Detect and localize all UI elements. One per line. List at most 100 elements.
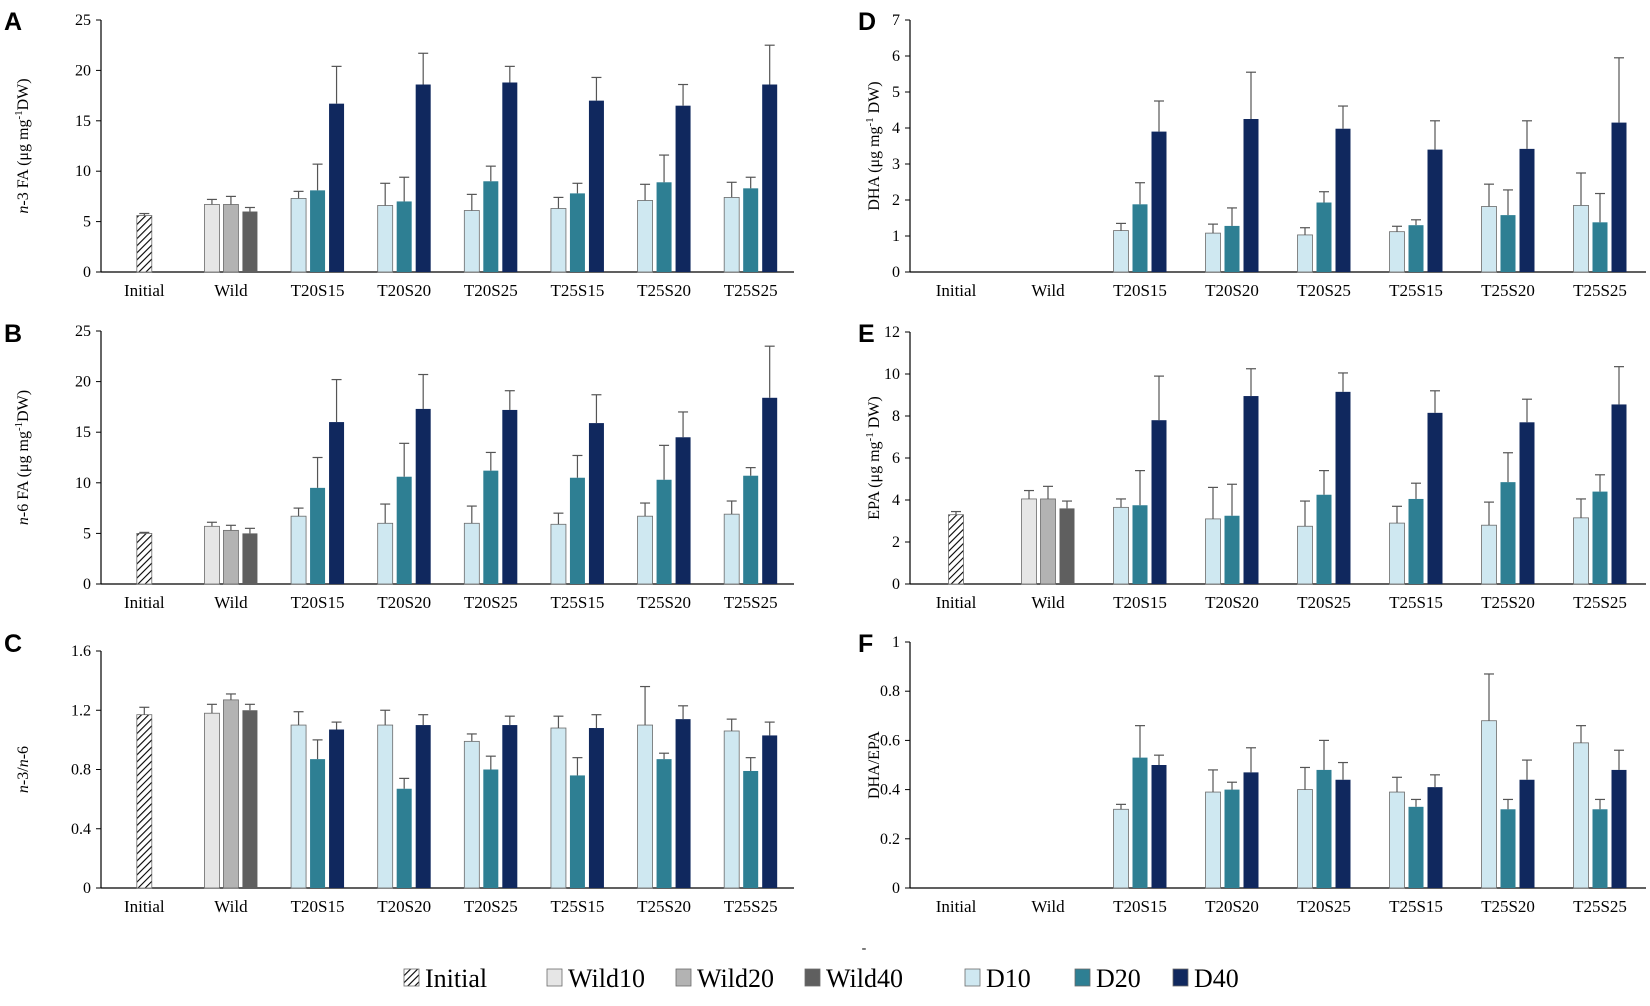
bar-t25s25-d40: [1611, 404, 1627, 584]
y-tick-label: 7: [892, 12, 900, 29]
legend-item-wild10: Wild10: [546, 964, 645, 993]
category-label: Wild: [1031, 593, 1065, 612]
bar-t20s25-d40: [1335, 128, 1351, 272]
bar-t20s25-d10: [1297, 789, 1313, 889]
bar-wild-wild40: [242, 211, 258, 272]
bar-t25s25-d40: [1611, 122, 1627, 272]
panel-label-d: D: [858, 8, 876, 36]
bar-t20s15-d20: [1132, 505, 1148, 584]
bar-t20s25-d20: [483, 769, 499, 888]
bar-t20s20-d40: [415, 84, 431, 273]
category-label: T25S20: [637, 593, 691, 612]
panel-label-f: F: [858, 630, 873, 658]
bar-t25s15-d20: [569, 477, 585, 584]
category-label: Wild: [1031, 281, 1065, 300]
y-axis-label: DHA/EPA: [866, 731, 883, 799]
y-tick-label: 2: [892, 192, 900, 209]
category-label: T25S25: [1573, 897, 1627, 916]
bar-t25s15-d10: [1389, 522, 1405, 585]
bar-t20s25-d20: [1316, 769, 1332, 888]
legend: Initial Wild10 Wild20 Wild40 D10 D20 D40: [403, 964, 1239, 993]
category-label: Initial: [124, 593, 165, 612]
legend-item-d10: D10: [964, 964, 1031, 993]
legend-label: D10: [986, 964, 1031, 993]
category-label: T20S20: [1205, 897, 1259, 916]
bar-t20s20-d20: [1224, 225, 1240, 272]
category-label: T20S25: [1297, 281, 1351, 300]
bar-t20s15-d40: [329, 729, 345, 888]
bar-t25s15-d20: [569, 193, 585, 272]
bar-t20s15-d10: [1113, 808, 1129, 889]
legend-swatch: [804, 968, 821, 987]
legend-swatch: [546, 968, 563, 987]
category-label: T25S15: [551, 897, 605, 916]
category-label: T20S25: [1297, 593, 1351, 612]
panel-e: E 0 2 4 6 8 10 12 EPA (μg mg-1 DW) Initial Wild T20…: [858, 320, 1646, 612]
bar-t20s20-d20: [396, 476, 412, 584]
bar-t25s20-d10: [637, 515, 653, 585]
y-tick-label: 0.4: [880, 782, 900, 799]
bar-t20s20-d40: [1243, 119, 1259, 272]
bar-t25s20-d20: [656, 759, 672, 888]
bar-t20s25-d10: [1297, 234, 1313, 273]
bar-t20s20-d10: [377, 205, 394, 273]
bar-t25s15-d10: [550, 523, 567, 585]
category-label: T20S15: [1113, 281, 1167, 300]
bar-t25s20-d10: [1481, 524, 1497, 585]
bar-t25s25-d40: [762, 84, 778, 273]
bar-t25s15-d40: [588, 728, 604, 888]
y-tick-label: 15: [75, 424, 91, 441]
category-label: T20S20: [377, 281, 431, 300]
bar-wild-wild40: [242, 710, 258, 888]
y-axis-label: DHA (μg mg-1 DW): [864, 81, 883, 210]
bar-t25s15-d40: [588, 100, 604, 272]
bar-t25s20-d10: [1481, 206, 1497, 273]
bar-t20s20-d10: [377, 522, 394, 585]
y-tick-label: 0: [892, 576, 900, 593]
bar-t20s20-d40: [415, 408, 431, 584]
y-tick-label: 0.8: [71, 762, 91, 779]
y-tick-label: 0.4: [71, 821, 91, 838]
category-label: T25S25: [724, 281, 778, 300]
stray-mark: -: [862, 941, 867, 956]
bar-t25s15-d40: [1427, 412, 1443, 584]
legend-swatch: [964, 968, 981, 987]
bar-t25s25-d10: [1573, 204, 1589, 273]
category-label: T25S15: [1389, 281, 1443, 300]
bar-t20s15-d10: [290, 198, 307, 273]
y-tick-label: 5: [892, 84, 900, 101]
bar-t25s15-d20: [1408, 225, 1424, 272]
bar-t25s20-d20: [656, 479, 672, 584]
bar-t25s15-d20: [1408, 498, 1424, 584]
category-label: T25S15: [1389, 897, 1443, 916]
legend-label: D20: [1096, 964, 1141, 993]
legend-item-d40: D40: [1172, 964, 1239, 993]
bar-t25s20-d40: [675, 437, 691, 584]
bar-t20s15-d10: [1113, 230, 1129, 273]
bar-t20s25-d10: [463, 740, 480, 889]
bar-t20s20-d10: [1205, 232, 1221, 273]
bar-t25s15-d10: [1389, 791, 1405, 889]
bar-t20s20-d20: [396, 788, 412, 888]
bar-t25s20-d10: [1481, 720, 1497, 889]
y-tick-label: 25: [75, 12, 91, 29]
bar-t25s15-d10: [1389, 231, 1405, 273]
bar-t20s15-d20: [310, 190, 326, 272]
bar-t20s15-d10: [1113, 506, 1129, 585]
bar-t25s25-d10: [723, 730, 740, 889]
y-tick-label: 5: [83, 525, 91, 542]
y-tick-label: 8: [892, 408, 900, 425]
panel-d: D 0 1 2 3 4 5 6 7 DHA (μg mg-1 DW) Initial Wild T20S…: [858, 8, 1646, 300]
bar-t25s20-d10: [637, 200, 653, 273]
panel-label-c: C: [4, 630, 22, 658]
bar-t25s25-d20: [743, 188, 759, 272]
bar-t25s20-d40: [675, 105, 691, 273]
bar-t20s25-d10: [463, 522, 480, 585]
bar-t25s15-d40: [1427, 787, 1443, 888]
y-tick-label: 1.6: [71, 643, 91, 660]
y-tick-label: 1: [892, 634, 900, 651]
y-tick-label: 6: [892, 450, 900, 467]
bar-t25s25-d20: [1592, 809, 1608, 888]
bar-t20s15-d20: [310, 759, 326, 888]
